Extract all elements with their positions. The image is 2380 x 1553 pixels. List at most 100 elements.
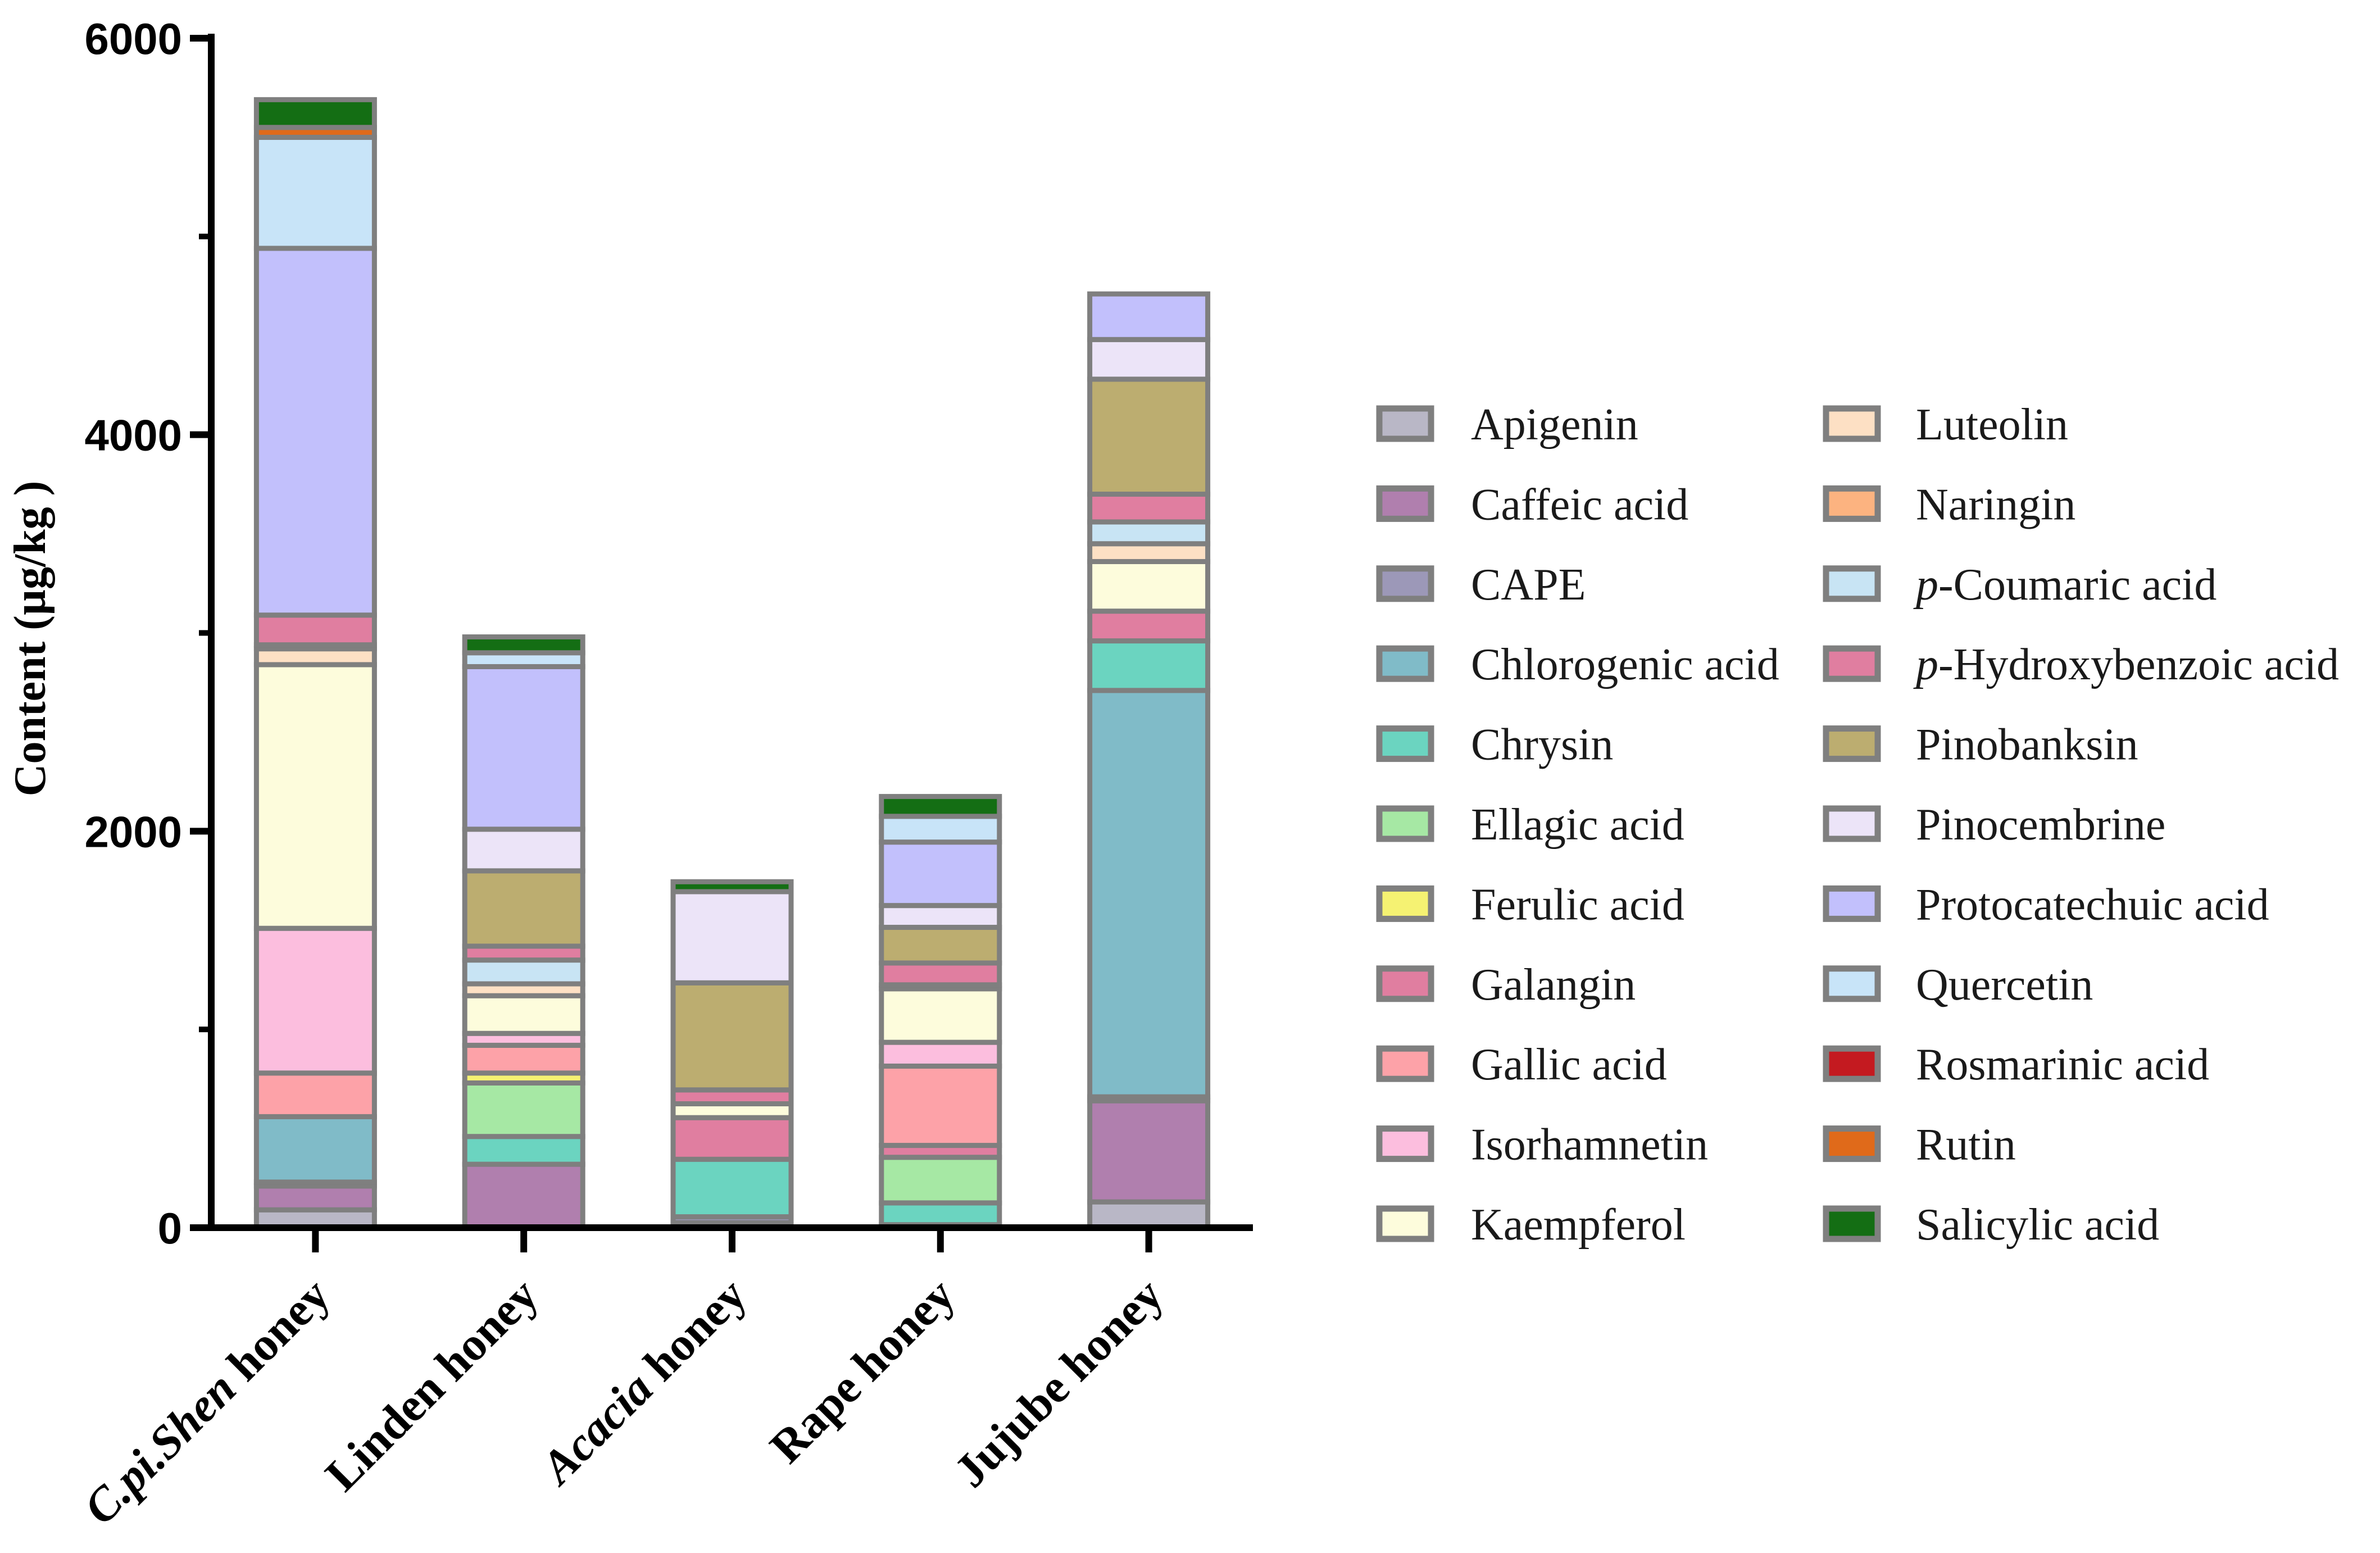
bar-segment-ellagic-acid-4 [879,1155,1002,1206]
bar-segment-pinocembrine-3 [670,889,794,986]
bar-segment-kaempferol-2 [462,993,585,1036]
legend-swatch [1376,485,1434,522]
legend-label: Caffeic acid [1471,480,1688,529]
bar-stack-3 [670,879,794,1230]
bar-segment-pinocembrine-2 [462,827,585,874]
legend-item-kaempferol: Kaempferol [1376,1200,1686,1250]
legend-swatch [1823,725,1881,762]
bar-segment-apigenin-5 [1087,1199,1211,1230]
legend-item-quercetin: Quercetin [1823,960,2093,1010]
legend-item-p-coumaric-acid: p-Coumaric acid [1823,560,2217,610]
legend-item-naringin: Naringin [1823,480,2075,529]
bar-segment-caffeic-acid-1 [253,1183,377,1213]
x-tick-label-1: C.pi.Shen honey [74,1269,339,1534]
bar-stack-4 [879,794,1002,1230]
bar-segment-p-hydroxybenzoic-acid-4 [879,960,1002,988]
x-tick-label-part: C.pi.Shen [74,1362,246,1534]
legend-swatch [1823,645,1881,682]
legend-item-caffeic-acid: Caffeic acid [1376,480,1688,529]
legend-swatch [1376,645,1434,682]
bar-segment-protocatechuic-acid-4 [879,839,1002,909]
legend-item-ellagic-acid: Ellagic acid [1376,800,1684,850]
bar-segment-pinocembrine-5 [1087,337,1211,382]
x-tick-label-part: honey [626,1269,756,1399]
bar-segment-salicylic-acid-3 [670,879,794,894]
legend-swatch [1376,405,1434,442]
x-tick-label-part: Linden honey [316,1269,548,1501]
bar-segment-galangin-3 [670,1115,794,1162]
legend-swatch [1823,965,1881,1002]
legend-swatch [1823,485,1881,522]
bar-stack-2 [462,634,585,1230]
legend-item-rutin: Rutin [1823,1120,2016,1170]
bar-segment-luteolin-5 [1087,541,1211,564]
legend-label: CAPE [1471,560,1586,610]
bar-segment-chrysin-4 [879,1200,1002,1228]
y-tick-label: 2000 [84,807,182,856]
bar-segment-quercetin-4 [879,814,1002,845]
bar-segment-galangin-5 [1087,609,1211,644]
legend-item-luteolin: Luteolin [1823,400,2068,449]
bar-segment-pinocembrine-4 [879,903,1002,930]
bar-segment-chlorogenic-acid-1 [253,1114,377,1185]
legend-swatch [1376,885,1434,922]
legend-item-p-hydroxybenzoic-acid: p-Hydroxybenzoic acid [1823,640,2339,689]
y-axis-title: Content (µg/kg ) [6,481,55,797]
legend-label: Protocatechuic acid [1916,880,2269,929]
bar-segment-p-hydroxybenzoic-acid-3 [670,1087,794,1106]
bar-segment-ellagic-acid-2 [462,1080,585,1139]
legend-item-isorhamnetin: Isorhamnetin [1376,1120,1708,1170]
legend-swatch [1823,885,1881,922]
bar-segment-caffeic-acid-5 [1087,1098,1211,1205]
bar-segment-gallic-acid-4 [879,1063,1002,1148]
legend-item-pinobanksin: Pinobanksin [1823,720,2138,770]
bar-stack-5 [1087,291,1211,1230]
legend-label-prefix: p [1913,560,1938,610]
bar-segment-gallic-acid-1 [253,1070,377,1119]
bar-segment-kaempferol-5 [1087,558,1211,614]
legend-swatch [1823,1045,1881,1082]
bar-segment-kaempferol-4 [879,986,1002,1045]
legend-label-prefix: p [1913,640,1938,689]
legend-label: Kaempferol [1471,1200,1686,1250]
legend: Apigenin Caffeic acid CAPE Chlorogenic acid… [1376,400,2339,1250]
legend-swatch [1823,565,1881,602]
bar-segment-chrysin-2 [462,1134,585,1167]
bar-segment-salicylic-acid-1 [253,97,377,130]
bar-segment-p-hydroxybenzoic-acid-1 [253,612,377,648]
bar-segment-isorhamnetin-4 [879,1039,1002,1069]
bar-segment-p-coumaric-acid-2 [462,957,585,987]
legend-item-pinocembrine: Pinocembrine [1823,800,2165,850]
legend-swatch [1376,725,1434,762]
x-tick-label-part: honey [209,1269,339,1399]
bar-segment-pinobanksin-4 [879,924,1002,966]
legend-item-cape: CAPE [1376,560,1586,610]
legend-label: Galangin [1471,960,1636,1010]
legend-label: Ferulic acid [1471,880,1684,929]
legend-label: Apigenin [1471,400,1638,449]
legend-swatch [1376,1045,1434,1082]
legend-label: Gallic acid [1471,1040,1667,1089]
legend-label: Ellagic acid [1471,800,1684,850]
bar-segment-p-hydroxybenzoic-acid-5 [1087,492,1211,525]
y-tick-label: 4000 [84,411,182,460]
legend-item-rosmarinic-acid: Rosmarinic acid [1823,1040,2209,1089]
x-tick-label-2: Linden honey [316,1269,548,1501]
legend-swatch [1376,565,1434,602]
x-tick-label-3: Acacia honey [529,1269,756,1496]
bar-stack-1 [253,97,377,1230]
bar-segment-kaempferol-1 [253,662,377,931]
bar-segment-protocatechuic-acid-1 [253,246,377,618]
x-tick-label-part: Jujube honey [944,1269,1173,1497]
bar-segment-p-coumaric-acid-5 [1087,519,1211,547]
legend-swatch [1376,965,1434,1002]
legend-item-salicylic-acid: Salicylic acid [1823,1200,2159,1250]
legend-label: Pinobanksin [1916,720,2138,770]
bar-segment-caffeic-acid-2 [462,1161,585,1230]
legend-item-protocatechuic-acid: Protocatechuic acid [1823,880,2269,929]
bar-segment-chrysin-5 [1087,638,1211,693]
bar-segment-chlorogenic-acid-5 [1087,688,1211,1100]
legend-label: Pinocembrine [1916,800,2165,850]
